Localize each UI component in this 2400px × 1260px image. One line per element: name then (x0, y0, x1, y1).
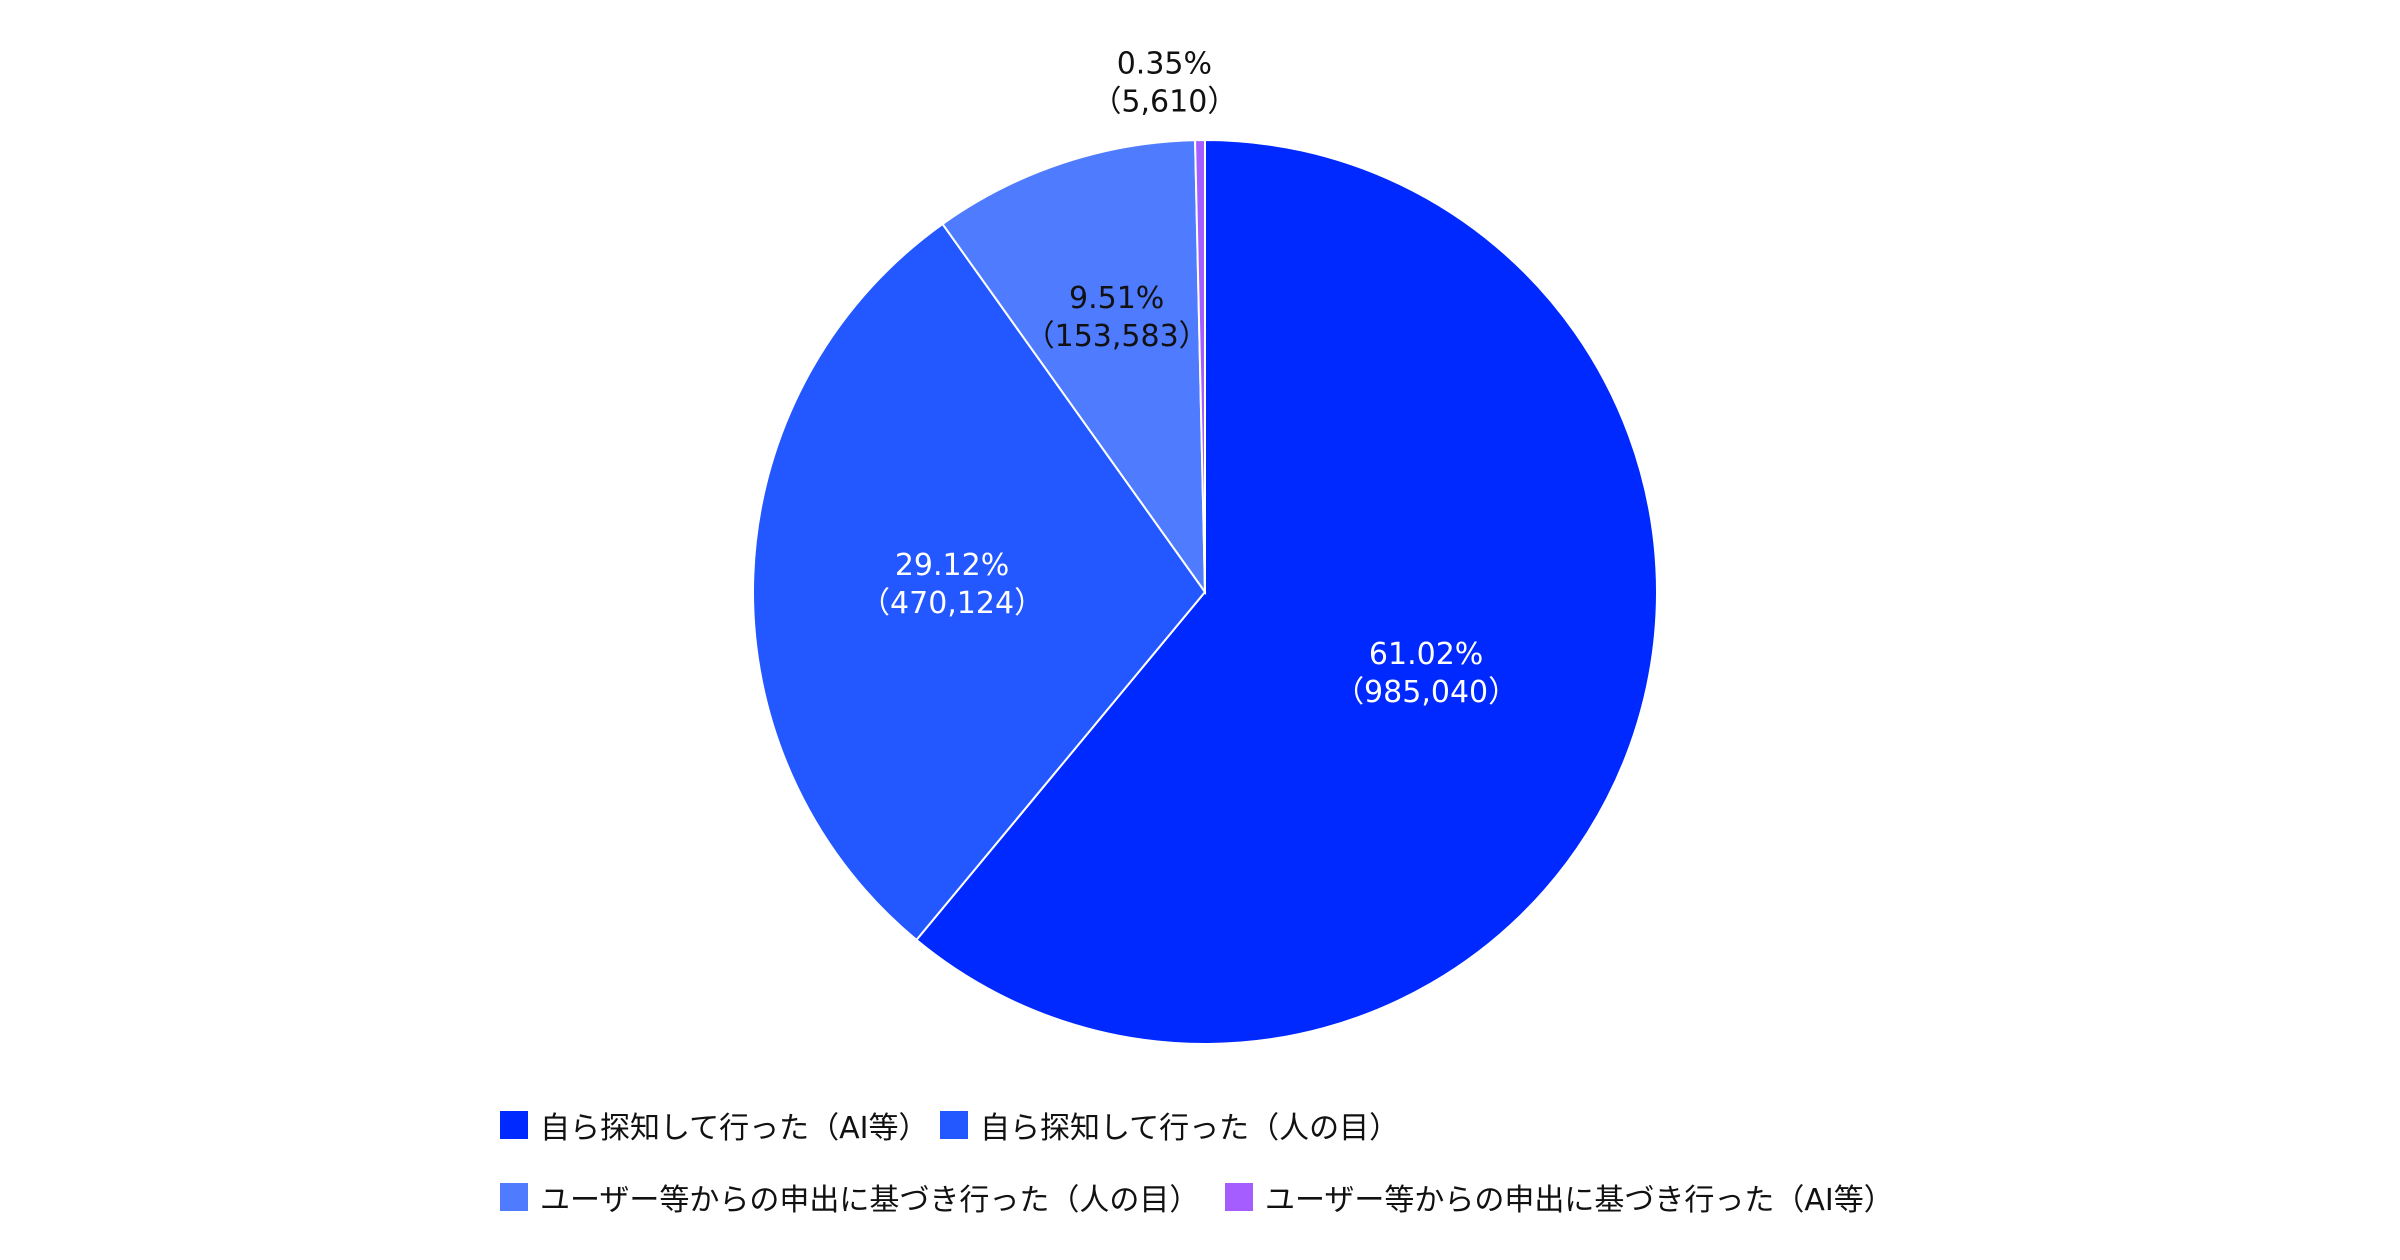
data-label-percent-0: 61.02% (1369, 637, 1483, 672)
pie-slices (752, 138, 1658, 1045)
legend-label: ユーザー等からの申出に基づき行った（人の目） (540, 1183, 1200, 1218)
pie-data-labels: 61.02%（985,040） 29.12%（470,124） 9.51%（153,… (860, 46, 1518, 709)
data-label-percent-1: 29.12% (895, 548, 1009, 583)
data-label-percent-3: 0.35% (1117, 46, 1212, 81)
legend-label: 自ら探知して行った（AI等） (540, 1111, 929, 1146)
pie-slice-0[interactable] (915, 138, 1658, 1045)
legend-swatch (1225, 1183, 1253, 1211)
data-label-percent-2: 9.51% (1069, 281, 1164, 316)
legend-label: 自ら探知して行った（人の目） (980, 1111, 1400, 1146)
pie-slice-1[interactable] (752, 222, 1207, 942)
legend-item-human-self[interactable]: 自ら探知して行った（人の目） (940, 1105, 1400, 1146)
data-label-count-2: （153,583） (1025, 319, 1209, 354)
legend-label: ユーザー等からの申出に基づき行った（AI等） (1265, 1183, 1894, 1218)
pie-slice-3[interactable] (1194, 138, 1206, 593)
legend-swatch (500, 1183, 528, 1211)
data-label-count-1: （470,124） (860, 586, 1044, 621)
legend-item-human-request[interactable]: ユーザー等からの申出に基づき行った（人の目） (500, 1177, 1200, 1218)
data-label-count-0: （985,040） (1334, 675, 1518, 710)
data-label-count-3: （5,610） (1091, 84, 1237, 119)
legend-swatch (940, 1111, 968, 1139)
legend-item-ai-self[interactable]: 自ら探知して行った（AI等） (500, 1105, 929, 1146)
legend-swatch (500, 1111, 528, 1139)
legend: 自ら探知して行った（AI等） 自ら探知して行った（人の目） ユーザー等からの申出… (500, 1105, 2000, 1245)
pie-slice-2[interactable] (941, 139, 1207, 596)
legend-item-ai-request[interactable]: ユーザー等からの申出に基づき行った（AI等） (1225, 1177, 1894, 1218)
